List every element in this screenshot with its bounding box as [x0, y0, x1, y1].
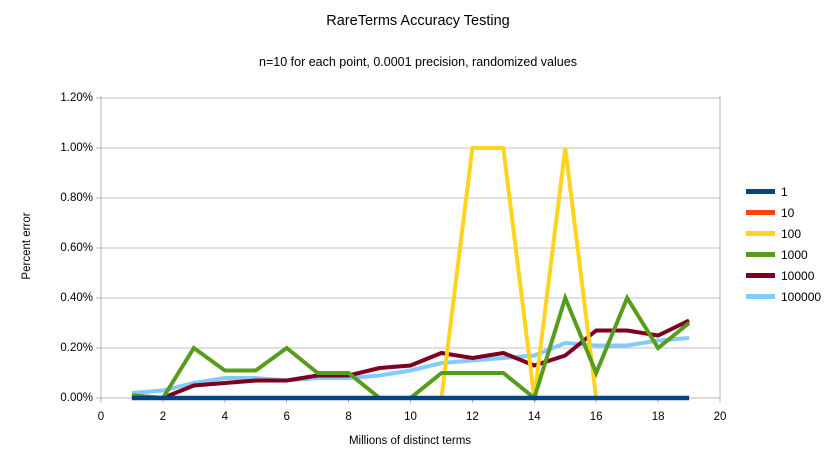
- legend-label: 10000: [781, 268, 815, 283]
- series-line-100: [131, 146, 690, 400]
- legend-label: 100000: [781, 289, 822, 304]
- x-axis-title: Millions of distinct terms: [348, 435, 472, 447]
- x-tick-label: 18: [651, 411, 665, 423]
- chart-subtitle: n=10 for each point, 0.0001 precision, r…: [259, 55, 577, 69]
- legend-item-1000: 1000: [746, 244, 821, 265]
- y-tick-label: 1.00%: [60, 142, 93, 154]
- legend-swatch-1000: [746, 252, 775, 257]
- legend: 1 10 100 1000 10000 100000: [746, 181, 821, 307]
- x-tick-label: 0: [97, 411, 105, 423]
- legend-item-10000: 10000: [746, 265, 821, 286]
- x-tick-label: 2: [159, 411, 167, 423]
- y-tick-label: 0.20%: [60, 342, 93, 354]
- legend-item-100: 100: [746, 223, 821, 244]
- x-tick-label: 6: [283, 411, 290, 423]
- legend-label: 1000: [781, 247, 808, 262]
- x-tick-label: 10: [404, 411, 417, 423]
- legend-label: 100: [781, 226, 802, 241]
- legend-swatch-1: [746, 189, 775, 194]
- y-tick-label: 0.00%: [60, 392, 93, 404]
- x-tick-label: 14: [527, 411, 541, 423]
- series-line-10000: [131, 318, 690, 401]
- y-tick-label: 0.60%: [60, 242, 93, 254]
- y-tick-label: 0.80%: [60, 192, 93, 204]
- x-tick-label: 8: [345, 411, 352, 423]
- legend-swatch-100: [746, 231, 775, 236]
- x-tick-label: 12: [465, 411, 479, 423]
- x-tick-label: 4: [221, 411, 228, 423]
- y-axis-title: Percent error: [21, 212, 33, 280]
- x-tick-label: 20: [713, 411, 727, 423]
- legend-swatch-100000: [746, 294, 775, 299]
- legend-item-1: 1: [746, 181, 821, 202]
- legend-item-100000: 100000: [746, 286, 821, 307]
- x-tick-label: 16: [589, 411, 603, 423]
- chart-title: RareTerms Accuracy Testing: [326, 13, 510, 29]
- legend-item-10: 10: [746, 202, 821, 223]
- y-tick-label: 0.40%: [60, 292, 93, 304]
- legend-label: 10: [781, 205, 795, 220]
- series-line-100000: [131, 336, 690, 395]
- legend-label: 1: [781, 184, 788, 199]
- legend-swatch-10: [746, 210, 775, 215]
- y-tick-label: 1.20%: [60, 92, 93, 104]
- legend-swatch-10000: [746, 273, 775, 278]
